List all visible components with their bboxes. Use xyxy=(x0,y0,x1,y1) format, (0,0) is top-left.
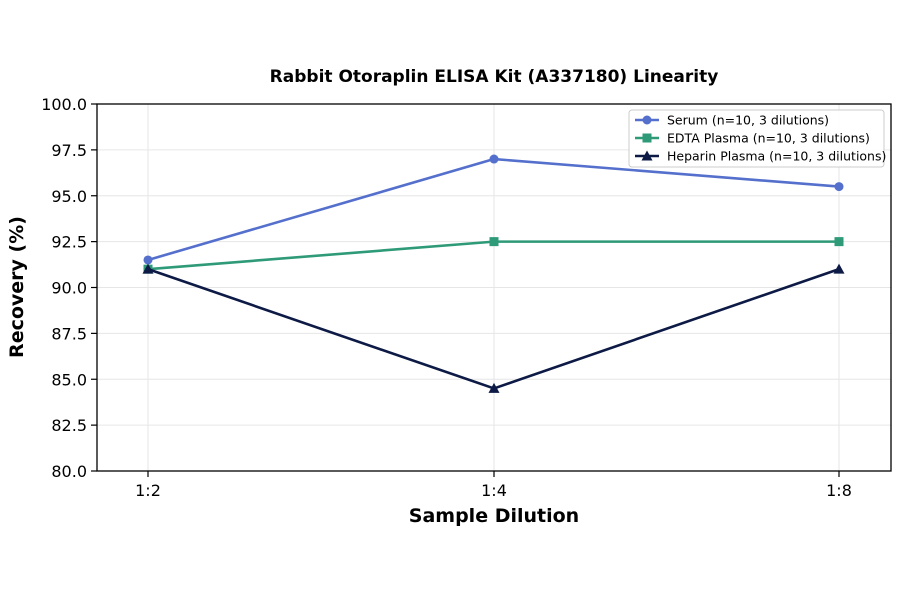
chart-title: Rabbit Otoraplin ELISA Kit (A337180) Lin… xyxy=(270,67,719,87)
data-point xyxy=(834,237,844,247)
y-axis-label: Recovery (%) xyxy=(6,216,28,358)
y-tick-label: 87.5 xyxy=(51,324,87,343)
x-tick-label: 1:8 xyxy=(826,481,852,500)
data-point xyxy=(142,263,154,274)
y-tick-label: 80.0 xyxy=(51,462,87,481)
y-tick-label: 100.0 xyxy=(41,95,87,114)
legend-label: Serum (n=10, 3 dilutions) xyxy=(667,113,829,128)
x-tick-label: 1:2 xyxy=(135,481,161,500)
x-tick-label: 1:4 xyxy=(481,481,507,500)
data-point xyxy=(833,263,845,274)
y-tick-label: 85.0 xyxy=(51,370,87,389)
data-point xyxy=(489,237,499,247)
legend-box xyxy=(628,109,885,168)
legend-item: Serum (n=10, 3 dilutions) xyxy=(635,113,829,128)
y-tick-label: 82.5 xyxy=(51,416,87,435)
y-tick-label: 92.5 xyxy=(51,233,87,252)
y-axis: 80.0 82.5 85.0 87.5 90.0 92.5 95.0 97.5 100.0 xyxy=(41,95,97,481)
legend: Serum (n=10, 3 dilutions) EDTA Plasma (n=… xyxy=(628,109,886,168)
data-point xyxy=(488,382,500,393)
y-tick-label: 95.0 xyxy=(51,187,87,206)
series-3 xyxy=(142,263,845,393)
legend-item: EDTA Plasma (n=10, 3 dilutions) xyxy=(635,131,870,146)
y-tick-label: 90.0 xyxy=(51,279,87,298)
y-tick-label: 97.5 xyxy=(51,141,87,160)
legend-marker xyxy=(642,115,652,125)
legend-marker xyxy=(642,133,652,143)
data-point xyxy=(834,182,844,192)
legend-label: Heparin Plasma (n=10, 3 dilutions) xyxy=(667,149,886,164)
series-layer xyxy=(142,154,845,393)
legend-marker xyxy=(641,150,653,161)
x-axis-label: Sample Dilution xyxy=(409,505,579,527)
data-point xyxy=(489,154,499,164)
series-1 xyxy=(143,154,844,265)
x-axis: 1:2 1:4 1:8 xyxy=(135,471,852,500)
legend-label: EDTA Plasma (n=10, 3 dilutions) xyxy=(667,131,870,146)
data-point xyxy=(143,255,153,265)
legend-item: Heparin Plasma (n=10, 3 dilutions) xyxy=(635,149,886,164)
